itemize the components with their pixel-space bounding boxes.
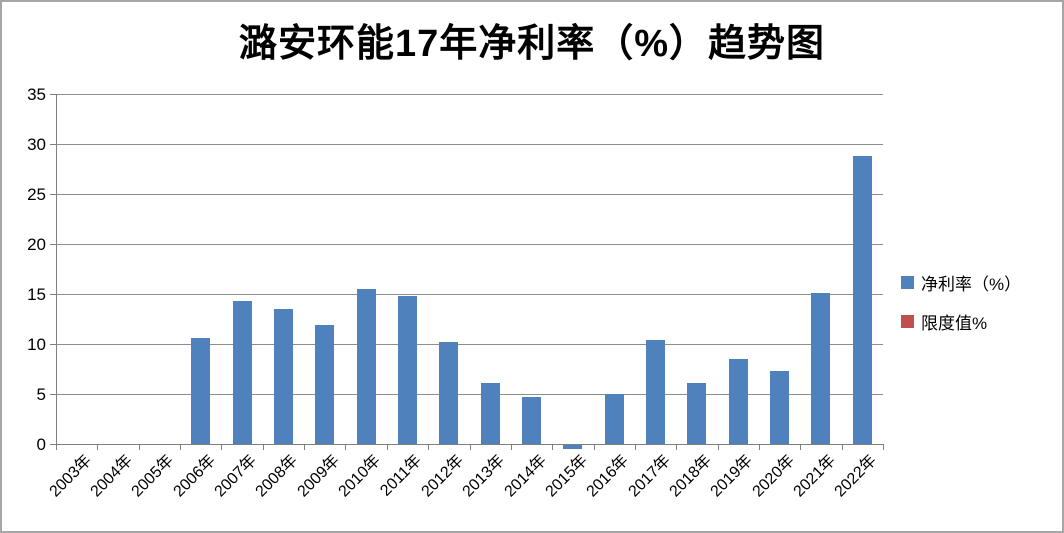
x-axis-tick [304,444,306,450]
gridline [56,394,883,395]
x-axis-tick [593,444,595,450]
x-axis-tick [510,444,512,450]
x-axis-tick [552,444,554,450]
bar-2017年[interactable] [646,340,666,444]
x-axis-tick [428,444,430,450]
x-axis-tick [800,444,802,450]
x-axis-tick [634,444,636,450]
bar-2021年[interactable] [811,293,831,444]
x-axis-tick [883,444,884,450]
gridline [56,194,883,195]
x-axis-tick [56,444,57,450]
x-axis-tick [221,444,223,450]
bar-2006年[interactable] [191,338,211,444]
y-axis-tick [50,394,56,395]
legend-item-1[interactable]: 净利率（%） [901,270,1021,295]
bar-2016年[interactable] [604,394,624,444]
x-axis-tick [676,444,678,450]
y-axis-label: 20 [27,235,46,254]
y-axis-label: 0 [36,435,46,454]
y-axis-tick [50,144,56,145]
gridline [56,294,883,295]
bar-2014年[interactable] [522,397,542,444]
bar-2011年[interactable] [397,296,417,444]
x-axis-tick [841,444,843,450]
y-axis-tick [50,344,56,345]
x-axis-tick [262,444,264,450]
bar-2009年[interactable] [315,325,335,444]
legend: 净利率（%） 限度值% [901,270,1021,334]
bar-2018年[interactable] [687,383,707,444]
gridline [56,344,883,345]
x-axis-tick [138,444,140,450]
y-axis-label: 30 [27,135,46,154]
x-axis-label-2022年: 2022年 [831,452,881,501]
gridline [56,94,883,95]
bar-2015年[interactable] [563,445,583,449]
y-axis-tick [50,194,56,195]
legend-swatch-icon [901,315,914,328]
bar-2012年[interactable] [439,342,459,444]
y-axis-label: 10 [27,335,46,354]
bar-2008年[interactable] [273,309,293,444]
bar-2010年[interactable] [356,289,376,444]
x-axis-tick [469,444,471,450]
x-axis-tick [180,444,182,450]
y-axis-tick [50,444,56,445]
legend-swatch-icon [901,276,914,289]
bar-2022年[interactable] [852,156,872,444]
legend-item-2[interactable]: 限度值% [901,309,1021,334]
y-axis-tick [50,244,56,245]
y-axis-tick [50,294,56,295]
bar-2007年[interactable] [232,301,252,444]
y-axis-tick [50,94,56,95]
x-axis-tick [345,444,347,450]
gridline [56,244,883,245]
bar-2013年[interactable] [480,383,500,444]
chart-title: 潞安环能17年净利率（%）趋势图 [238,23,826,65]
bar-2020年[interactable] [770,371,790,444]
y-axis-label: 15 [27,285,46,304]
x-axis-tick [717,444,719,450]
y-axis-label: 25 [27,185,46,204]
legend-label: 限度值% [921,314,988,333]
y-axis-label: 5 [36,385,46,404]
y-axis-line [56,94,57,450]
y-axis-label: 35 [27,85,46,104]
x-axis-tick [386,444,388,450]
gridline [56,144,883,145]
x-axis-tick [97,444,99,450]
x-axis-tick [758,444,760,450]
bar-2019年[interactable] [728,359,748,444]
legend-label: 净利率（%） [921,275,1022,294]
